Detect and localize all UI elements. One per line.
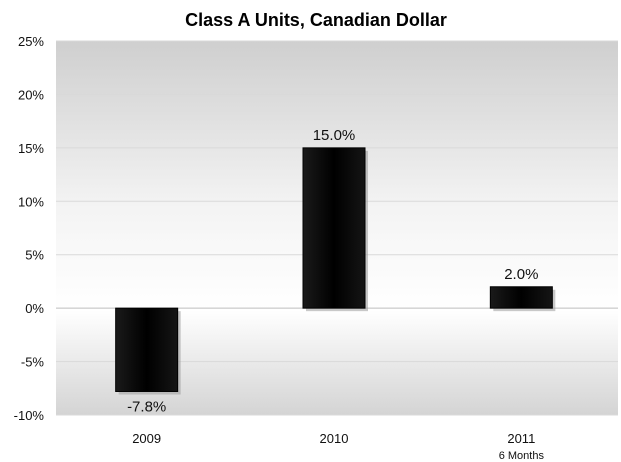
y-tick-label: 0% [25,301,44,316]
x-tick-label: 2011 [507,431,535,446]
y-tick-label: -10% [14,408,45,423]
data-label: 2.0% [504,266,538,283]
data-label: 15.0% [313,127,356,144]
y-tick-label: 20% [18,87,44,102]
y-tick-label: 5% [25,248,44,263]
y-tick-label: 15% [18,141,44,156]
y-tick-label: 25% [18,34,44,49]
y-tick-label: -5% [21,355,45,370]
bar [115,307,179,392]
bar [302,147,366,309]
x-tick-sublabel: 6 Months [499,450,545,462]
bar [489,286,553,309]
x-tick-label: 2010 [320,431,349,446]
bars [115,147,556,395]
data-label: -7.8% [127,398,166,415]
chart-title: Class A Units, Canadian Dollar [185,10,447,30]
y-tick-label: 10% [18,194,44,209]
x-axis: 2009 2010 2011 6 Months [132,431,544,462]
x-tick-label: 2009 [132,431,161,446]
y-axis: 25% 20% 15% 10% 5% 0% -5% -10% [14,34,45,423]
data-labels: -7.8% 15.0% 2.0% [127,127,538,416]
